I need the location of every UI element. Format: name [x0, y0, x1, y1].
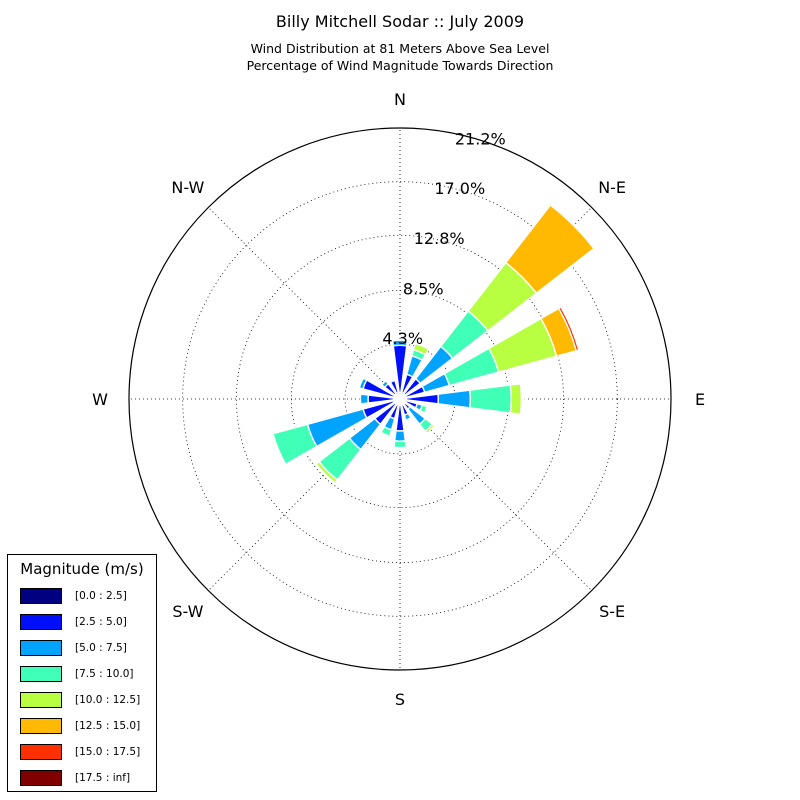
legend-label: [0.0 : 2.5]: [75, 590, 127, 602]
wind-bar: [393, 429, 407, 442]
chart-subtitle-line2: Percentage of Wind Magnitude Towards Dir…: [246, 58, 554, 73]
wind-bar: [359, 393, 370, 405]
wind-bar: [389, 379, 400, 395]
direction-label: S-E: [599, 602, 625, 621]
wind-bar: [380, 379, 390, 389]
legend-label: [12.5 : 15.0]: [75, 720, 141, 732]
axis-labels: N N-E E S-E S S-W W N-W 4.3% 8.5% 12.8% 17.0% 21.2%: [92, 90, 705, 709]
legend: Magnitude (m/s) [0.0 : 2.5] [2.5 : 5.0] …: [7, 554, 157, 792]
legend-swatch: [20, 692, 62, 708]
legend-swatch: [20, 718, 62, 734]
wind-bar: [391, 339, 409, 347]
wind-bar: [520, 382, 525, 416]
chart-title: Billy Mitchell Sodar :: July 2009: [275, 12, 525, 31]
wind-bar: [272, 423, 318, 466]
grid-ring: [235, 234, 565, 564]
wind-bar: [358, 377, 368, 390]
legend-title: Magnitude (m/s): [20, 560, 144, 578]
radial-tick-label: 4.3%: [382, 329, 423, 348]
wind-bar: [557, 306, 580, 352]
legend-label: [15.0 : 17.5]: [75, 746, 141, 758]
wind-bar: [424, 423, 436, 435]
legend-label: [17.5 : inf]: [75, 772, 131, 784]
wind-bar: [437, 389, 472, 409]
wind-bar: [315, 460, 339, 484]
direction-label: W: [92, 390, 108, 409]
wind-bar: [412, 342, 430, 356]
chart-subtitle-line1: Wind Distribution at 81 Meters Above Sea…: [250, 41, 550, 56]
wind-bars: [272, 204, 595, 484]
direction-label: S: [395, 690, 405, 709]
direction-label: N-E: [598, 178, 626, 197]
radial-tick-label: 8.5%: [403, 280, 444, 299]
legend-swatch: [20, 666, 62, 682]
wind-bar: [468, 384, 512, 414]
legend-swatch: [20, 640, 62, 656]
radial-tick-label: 21.2%: [455, 130, 506, 149]
radial-tick-label: 12.8%: [414, 229, 465, 248]
legend-label: [2.5 : 5.0]: [75, 616, 127, 628]
direction-label: S-W: [172, 602, 203, 621]
radial-tick-label: 17.0%: [434, 179, 485, 198]
direction-label: N-W: [171, 178, 204, 197]
grid-spoke: [208, 207, 401, 400]
legend-label: [5.0 : 7.5]: [75, 642, 127, 654]
wind-bar: [403, 412, 412, 421]
grid-ring: [182, 181, 618, 617]
legend-swatch: [20, 588, 62, 604]
direction-label: N: [394, 90, 406, 109]
wind-bar: [419, 404, 428, 414]
legend-swatch: [20, 744, 62, 760]
wind-bar: [393, 440, 407, 449]
direction-label: E: [695, 390, 705, 409]
outer-circle: [128, 127, 672, 671]
legend-label: [10.0 : 12.5]: [75, 694, 141, 706]
legend-swatch: [20, 614, 62, 630]
legend-label: [7.5 : 10.0]: [75, 668, 134, 680]
wind-bar: [380, 425, 393, 437]
wind-bar: [504, 204, 595, 295]
wind-bar: [509, 382, 523, 416]
legend-swatch: [20, 770, 62, 786]
